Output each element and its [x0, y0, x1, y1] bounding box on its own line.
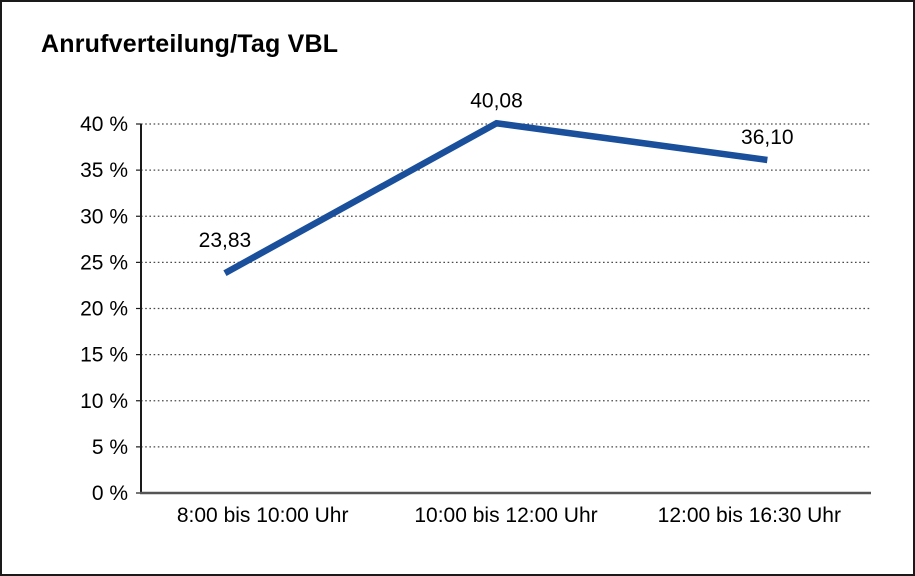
data-point-label: 40,08 — [470, 89, 523, 112]
data-point-label: 36,10 — [741, 126, 794, 149]
y-tick-label: 20 % — [80, 298, 128, 321]
x-category-label: 8:00 bis 10:00 Uhr — [177, 504, 349, 527]
y-tick-label: 35 % — [80, 159, 128, 182]
data-point-label: 23,83 — [199, 229, 252, 252]
y-tick-label: 15 % — [80, 344, 128, 367]
y-tick-label: 30 % — [80, 205, 128, 228]
y-tick-label: 0 % — [92, 482, 128, 505]
x-category-label: 12:00 bis 16:30 Uhr — [658, 504, 841, 527]
y-tick-label: 40 % — [80, 113, 128, 136]
data-series-line — [223, 119, 768, 277]
y-tick-label: 5 % — [92, 436, 128, 459]
y-tick-label: 25 % — [80, 251, 128, 274]
chart-title: Anrufverteilung/Tag VBL — [41, 30, 339, 58]
y-tick-label: 10 % — [80, 390, 128, 413]
x-category-label: 10:00 bis 12:00 Uhr — [414, 504, 597, 527]
